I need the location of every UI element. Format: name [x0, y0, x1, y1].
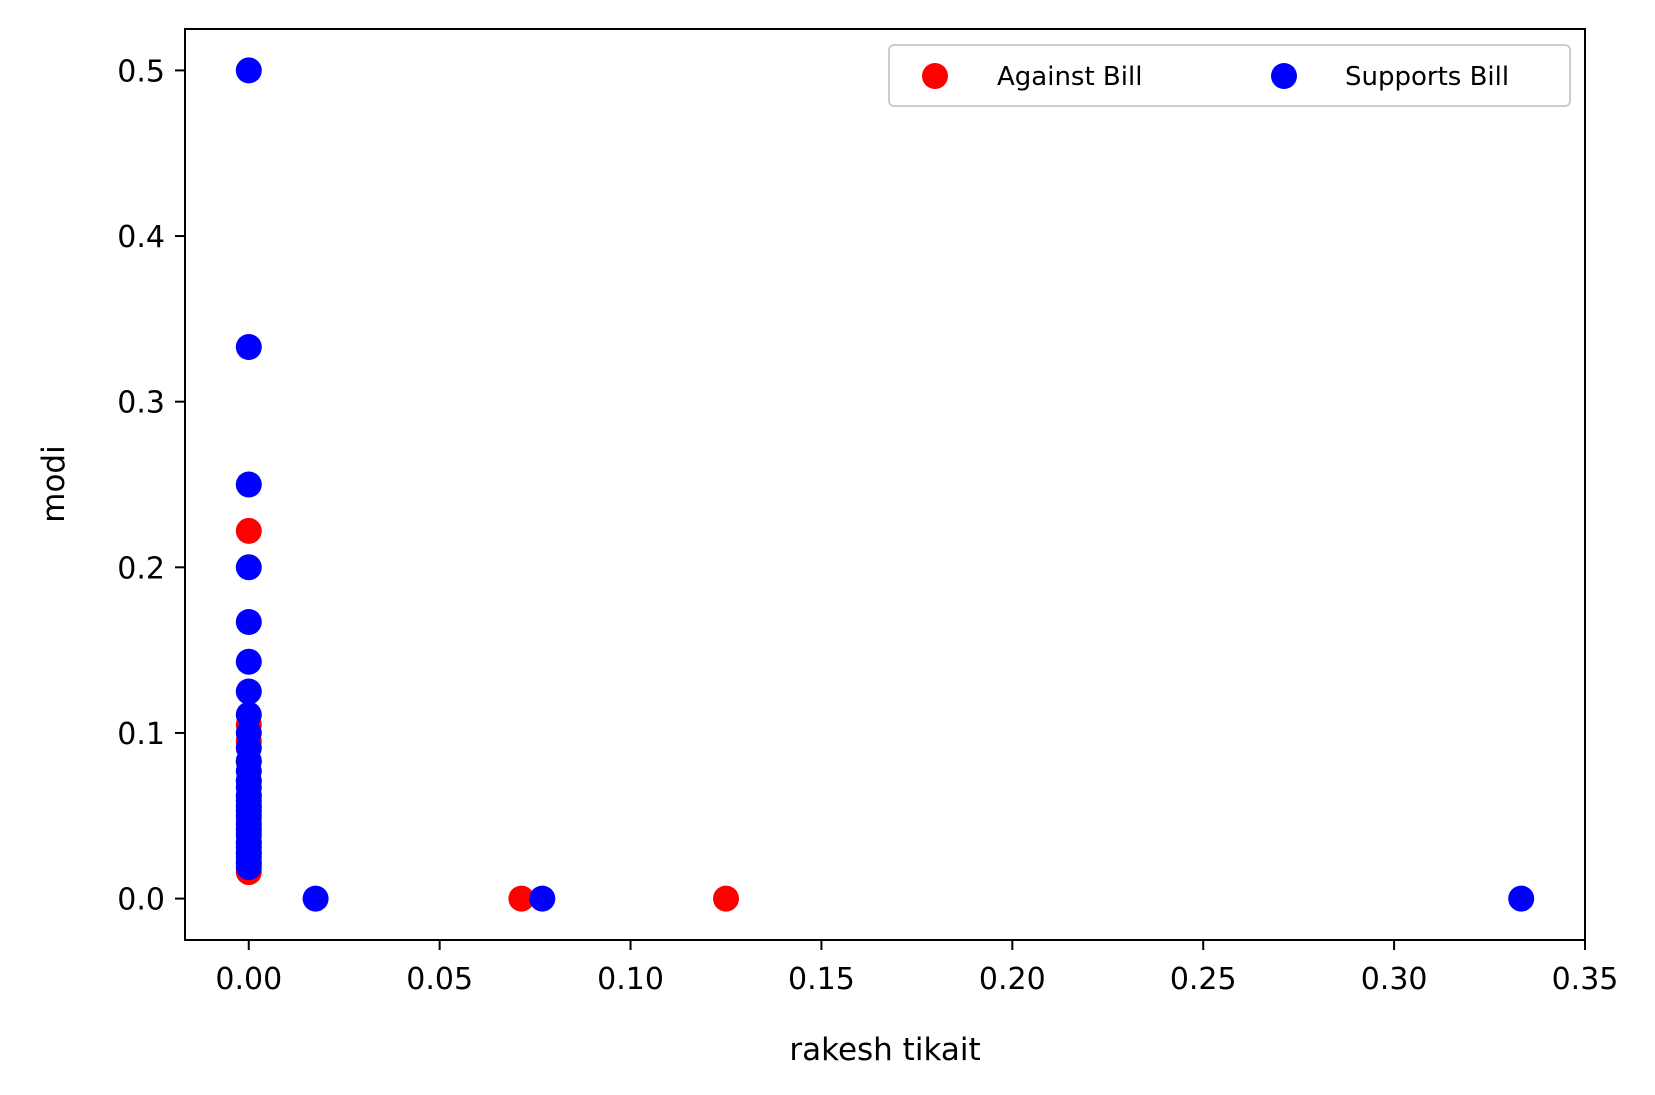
x-tick-label-4: 0.20 [979, 962, 1046, 997]
data-point-supports-bill-27 [235, 854, 262, 881]
data-point-supports-bill-28 [302, 885, 329, 912]
legend-marker-supports-bill [1271, 63, 1297, 89]
x-tick-label-5: 0.25 [1170, 962, 1237, 997]
legend-marker-against-bill [922, 63, 948, 89]
data-point-supports-bill-7 [235, 701, 262, 728]
x-axis-ticks: 0.00 0.05 0.10 0.15 0.20 0.25 0.30 0.35 [215, 940, 1618, 997]
data-point-supports-bill-29 [529, 885, 556, 912]
y-tick-label-4: 0.4 [117, 220, 165, 255]
data-point-supports-bill-4 [235, 609, 262, 635]
data-point-against-bill-14 [713, 885, 739, 912]
x-tick-label-3: 0.15 [788, 962, 855, 997]
x-tick-label-7: 0.35 [1552, 962, 1619, 997]
data-point-supports-bill-30 [1508, 885, 1535, 912]
data-point-supports-bill-2 [235, 471, 262, 498]
y-axis-ticks: 0.0 0.1 0.2 0.3 0.4 0.5 [117, 54, 185, 918]
data-point-supports-bill-3 [235, 554, 262, 581]
y-tick-label-3: 0.3 [117, 386, 165, 421]
legend-label-supports-bill: Supports Bill [1345, 62, 1509, 92]
y-tick-label-5: 0.5 [117, 54, 165, 89]
plot-area [185, 29, 1585, 940]
legend: Against Bill Supports Bill [888, 44, 1571, 107]
x-tick-label-6: 0.30 [1361, 962, 1428, 997]
x-tick-label-1: 0.05 [406, 962, 473, 997]
data-point-supports-bill-0 [235, 57, 262, 84]
data-point-supports-bill-1 [235, 334, 262, 360]
y-tick-label-2: 0.2 [117, 551, 165, 586]
data-point-against-bill-0 [235, 517, 262, 544]
y-axis-label: modi [36, 445, 72, 522]
data-point-supports-bill-6 [235, 678, 262, 705]
y-tick-label-0: 0.0 [117, 883, 165, 918]
x-tick-label-2: 0.10 [597, 962, 664, 997]
legend-box [888, 44, 1571, 107]
data-point-against-bill-13 [508, 885, 535, 912]
axes-frame [184, 28, 1586, 941]
data-points [235, 57, 1535, 912]
y-tick-label-1: 0.1 [117, 717, 165, 752]
legend-label-against-bill: Against Bill [997, 62, 1142, 92]
x-axis-label: rakesh tikait [789, 1032, 980, 1068]
x-tick-label-0: 0.00 [215, 962, 282, 997]
data-point-supports-bill-5 [235, 648, 262, 675]
